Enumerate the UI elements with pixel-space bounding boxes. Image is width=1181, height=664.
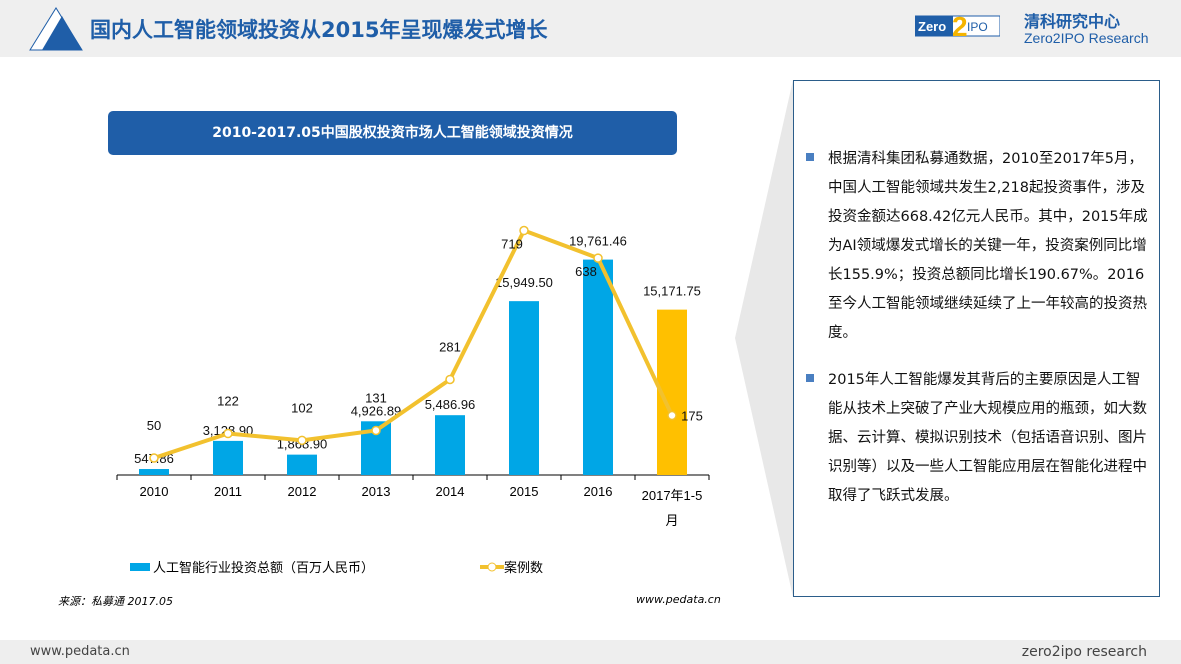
bar [435, 415, 465, 475]
chevron-pointer [735, 80, 793, 597]
bar [583, 259, 613, 475]
legend-line: 案例数 [480, 557, 543, 576]
line-data-label: 719 [501, 237, 523, 252]
legend-bar-swatch [130, 562, 150, 571]
line-data-label: 638 [575, 264, 597, 279]
site-link[interactable]: www.pedata.cn [636, 593, 721, 606]
bar [139, 469, 169, 475]
line-point [223, 428, 233, 439]
bar [213, 440, 243, 475]
line-point [519, 225, 529, 236]
bar-data-label: 4,926.89 [351, 403, 402, 418]
x-tick-label: 2016 [584, 484, 613, 499]
source-note: 来源：私募通 2017.05 [58, 595, 173, 608]
line-point [297, 435, 307, 446]
line-point [149, 453, 159, 463]
line-point [593, 253, 603, 263]
line-data-label: 102 [291, 400, 313, 415]
text-panel: 根据清科集团私募通数据，2010至2017年5月，中国人工智能领域共发生2,21… [793, 80, 1160, 597]
bullet-item: 根据清科集团私募通数据，2010至2017年5月，中国人工智能领域共发生2,21… [806, 145, 1149, 348]
line-data-label: 50 [147, 418, 161, 433]
legend-line-swatch [480, 562, 504, 571]
x-tick-label: 2011 [214, 484, 242, 499]
bar-data-label: 5,486.96 [425, 397, 476, 412]
line-point [371, 425, 381, 436]
line-data-label: 122 [217, 394, 239, 409]
line-series [153, 228, 674, 460]
legend-bar: 人工智能行业投资总额（百万人民币） [130, 557, 374, 576]
header: 国内人工智能领域投资从2015年呈现爆发式增长 Zero IPO 2 清科研究中心 … [0, 0, 1181, 57]
footer: www.pedata.cn zero2ipo research [0, 640, 1181, 664]
brand-cn: 清科研究中心 [1024, 12, 1121, 31]
chart: 2010547.8620113,128.9020121,868.9020134,… [116, 225, 710, 528]
x-tick-label: 2012 [288, 484, 317, 499]
line-point [445, 374, 455, 385]
line-data-label: 175 [681, 409, 703, 424]
x-tick-label: 2014 [436, 484, 465, 499]
footer-brand: zero2ipo research [1021, 644, 1147, 660]
line-data-label: 131 [365, 390, 387, 405]
svg-text:Zero: Zero [918, 19, 946, 34]
bullet-text: 2015年人工智能爆发其背后的主要原因是人工智能从技术上突破了产业大规模应用的瓶… [828, 372, 1147, 504]
bullet-item: 2015年人工智能爆发其背后的主要原因是人工智能从技术上突破了产业大规模应用的瓶… [806, 366, 1149, 511]
chart-title: 2010-2017.05中国股权投资市场人工智能领域投资情况 [108, 111, 677, 155]
legend-line-label: 案例数 [504, 561, 544, 576]
brand-en: Zero2IPO Research [1024, 30, 1149, 46]
x-tick-label: 月 [665, 513, 678, 528]
line-data-label: 281 [439, 339, 461, 354]
bullet-square-icon [806, 153, 814, 161]
mountain-logo-icon [29, 7, 83, 51]
bullet-square-icon [806, 374, 814, 382]
bar-data-label: 15,949.50 [495, 275, 553, 290]
x-tick-label: 2010 [140, 484, 169, 499]
page-title: 国内人工智能领域投资从2015年呈现爆发式增长 [90, 18, 548, 42]
svg-text:IPO: IPO [967, 20, 988, 34]
bar-data-label: 19,761.46 [569, 234, 627, 249]
x-tick-label: 2015 [510, 484, 539, 499]
footer-site: www.pedata.cn [30, 644, 130, 659]
x-tick-label: 2017年1-5 [642, 488, 703, 503]
line-point [667, 410, 677, 421]
bar-data-label: 15,171.75 [643, 284, 701, 299]
legend-bar-label: 人工智能行业投资总额（百万人民币） [153, 561, 375, 576]
bullet-text: 根据清科集团私募通数据，2010至2017年5月，中国人工智能领域共发生2,21… [828, 151, 1148, 341]
x-tick-label: 2013 [362, 484, 391, 499]
bar [509, 301, 539, 475]
bar [287, 454, 317, 475]
svg-text:2: 2 [952, 12, 968, 40]
